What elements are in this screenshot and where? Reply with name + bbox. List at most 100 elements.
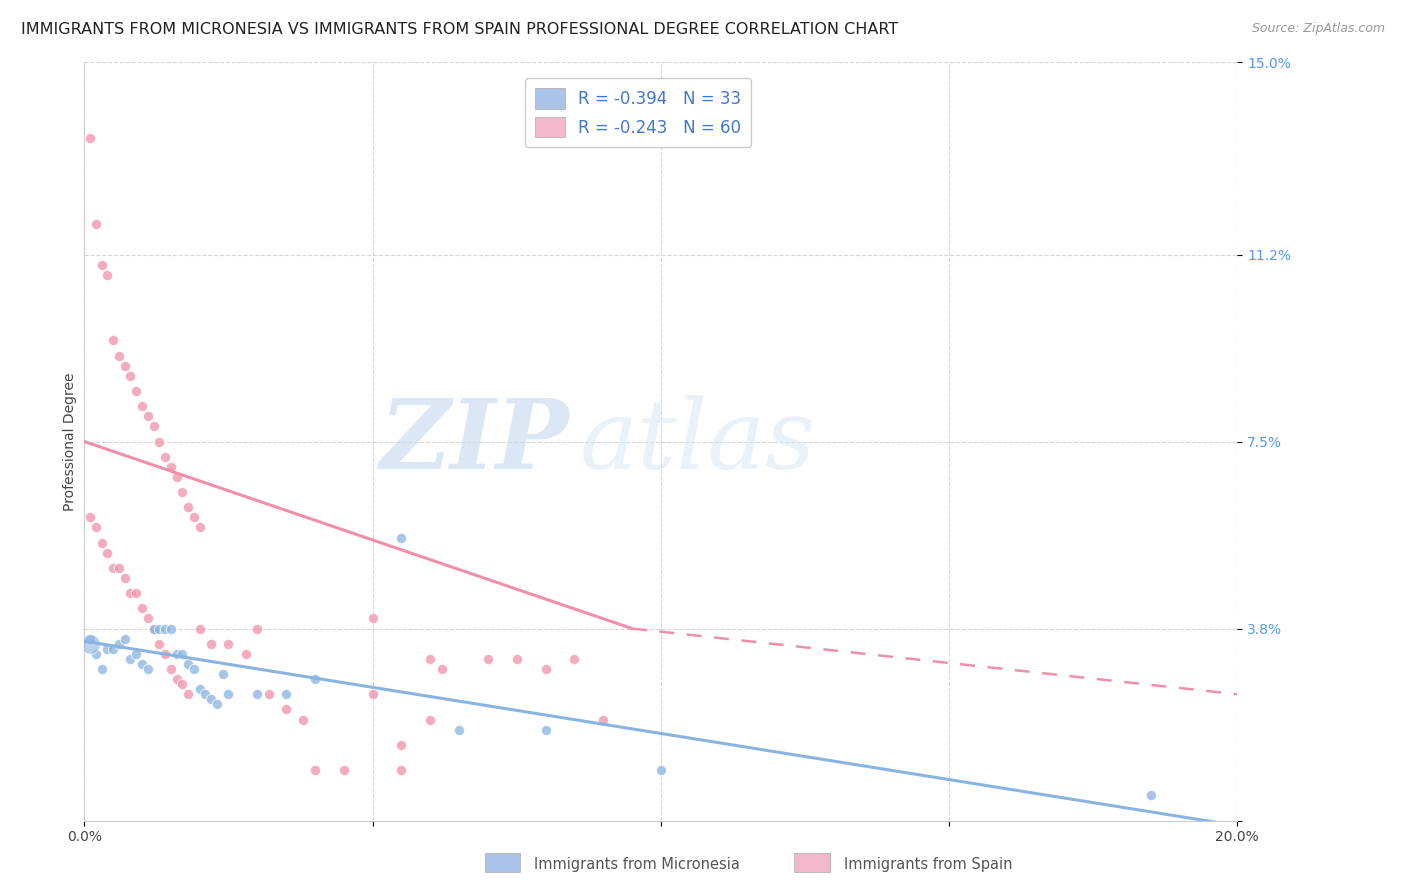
Point xyxy=(142,622,165,636)
Point xyxy=(172,677,194,691)
Y-axis label: Professional Degree: Professional Degree xyxy=(63,372,77,511)
Point xyxy=(218,637,240,651)
Point xyxy=(153,622,176,636)
Point xyxy=(257,687,280,701)
Point xyxy=(153,450,176,464)
Point xyxy=(160,622,183,636)
Point xyxy=(79,637,101,651)
Point xyxy=(136,409,159,424)
Point xyxy=(361,687,384,701)
Point xyxy=(120,652,142,666)
Point xyxy=(136,611,159,625)
Point xyxy=(103,334,124,348)
Point xyxy=(333,763,356,777)
Point xyxy=(200,692,222,706)
Point xyxy=(177,500,200,515)
Point xyxy=(361,611,384,625)
Legend: R = -0.394   N = 33, R = -0.243   N = 60: R = -0.394 N = 33, R = -0.243 N = 60 xyxy=(524,78,751,147)
Point xyxy=(153,647,176,661)
Point xyxy=(108,637,131,651)
Point xyxy=(205,698,228,712)
Point xyxy=(90,535,112,549)
Point xyxy=(177,657,200,671)
Point xyxy=(90,258,112,272)
Point xyxy=(84,647,107,661)
Point xyxy=(235,647,257,661)
Point xyxy=(650,763,672,777)
Point xyxy=(564,652,586,666)
Point xyxy=(188,682,211,697)
Point xyxy=(131,601,153,615)
Point xyxy=(142,419,165,434)
Point xyxy=(172,485,194,500)
Point xyxy=(211,667,233,681)
Point xyxy=(125,647,148,661)
Text: ZIP: ZIP xyxy=(380,394,568,489)
Point xyxy=(391,531,413,545)
Point xyxy=(103,641,124,656)
Point xyxy=(108,349,131,363)
Point xyxy=(449,723,471,737)
Text: atlas: atlas xyxy=(581,394,817,489)
Point xyxy=(188,622,211,636)
Point xyxy=(419,652,441,666)
Point xyxy=(391,763,413,777)
Point xyxy=(592,713,614,727)
Point xyxy=(188,520,211,534)
Point xyxy=(430,662,453,676)
Point xyxy=(114,571,136,585)
Point xyxy=(246,622,269,636)
Point xyxy=(125,586,148,600)
Point xyxy=(160,459,183,474)
Point xyxy=(79,510,101,524)
Point xyxy=(194,687,217,701)
Point xyxy=(148,434,170,449)
Point xyxy=(304,672,326,686)
Point xyxy=(200,637,222,651)
Point xyxy=(1140,789,1163,803)
Point xyxy=(166,647,188,661)
Point xyxy=(534,723,557,737)
Point xyxy=(177,687,200,701)
Point xyxy=(160,662,183,676)
Point xyxy=(304,763,326,777)
Point xyxy=(292,713,315,727)
Point xyxy=(108,561,131,575)
Point xyxy=(114,359,136,373)
Point xyxy=(148,637,170,651)
Point xyxy=(125,384,148,398)
Point xyxy=(148,622,170,636)
Point xyxy=(103,561,124,575)
Point xyxy=(136,662,159,676)
Point xyxy=(183,662,205,676)
Point xyxy=(120,368,142,383)
Text: Source: ZipAtlas.com: Source: ZipAtlas.com xyxy=(1251,22,1385,36)
Point xyxy=(166,672,188,686)
Text: Immigrants from Spain: Immigrants from Spain xyxy=(844,857,1012,872)
Point xyxy=(534,662,557,676)
Point xyxy=(142,622,165,636)
Point xyxy=(391,738,413,752)
Point xyxy=(218,687,240,701)
Point xyxy=(419,713,441,727)
Point xyxy=(96,268,118,282)
Point xyxy=(276,702,298,716)
Point xyxy=(246,687,269,701)
Point xyxy=(120,586,142,600)
Point xyxy=(114,632,136,646)
Point xyxy=(79,632,101,646)
Point xyxy=(477,652,499,666)
Point xyxy=(84,217,107,231)
Point xyxy=(172,647,194,661)
Text: IMMIGRANTS FROM MICRONESIA VS IMMIGRANTS FROM SPAIN PROFESSIONAL DEGREE CORRELAT: IMMIGRANTS FROM MICRONESIA VS IMMIGRANTS… xyxy=(21,22,898,37)
Point xyxy=(79,131,101,145)
Text: Immigrants from Micronesia: Immigrants from Micronesia xyxy=(534,857,740,872)
Point xyxy=(90,662,112,676)
Point xyxy=(276,687,298,701)
Point xyxy=(131,399,153,413)
Point xyxy=(84,520,107,534)
Point xyxy=(183,510,205,524)
Point xyxy=(166,470,188,484)
Point xyxy=(506,652,529,666)
Point xyxy=(96,641,118,656)
